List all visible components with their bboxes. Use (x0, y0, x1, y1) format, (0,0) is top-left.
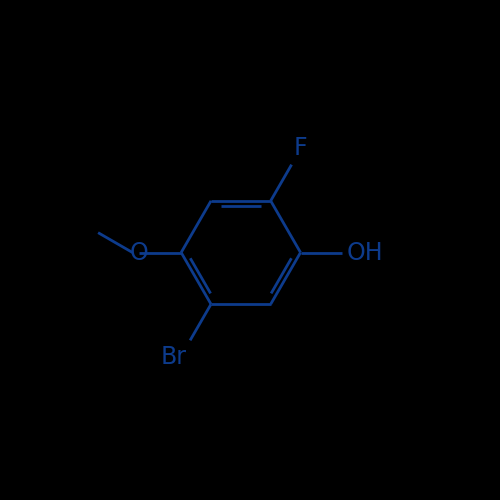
Text: F: F (294, 136, 307, 160)
Text: OH: OH (346, 240, 383, 264)
Text: O: O (130, 240, 149, 264)
Text: Br: Br (161, 345, 187, 369)
